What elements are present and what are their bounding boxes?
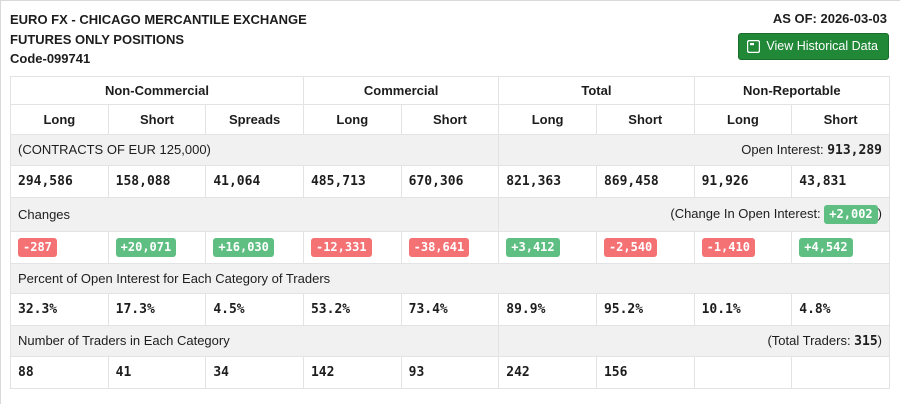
total-traders: (Total Traders: 315) xyxy=(498,324,890,357)
traders-noncomm-short: 41 xyxy=(107,355,207,389)
traders-comm-long: 142 xyxy=(302,355,402,389)
change-badge: -1,410 xyxy=(701,237,755,257)
change-badge: -12,331 xyxy=(310,237,372,257)
percent-comm-short: 73.4% xyxy=(400,292,500,326)
col-noncomm-long: Long xyxy=(10,103,109,135)
percent-nonrep-long: 10.1% xyxy=(693,292,793,326)
changes-label: Changes xyxy=(9,196,500,232)
change-total-short: -2,540 xyxy=(595,230,695,264)
positions-comm-long: 485,713 xyxy=(302,164,402,198)
column-header-row: Long Short Spreads Long Short Long Short… xyxy=(10,103,890,135)
historical-data-icon xyxy=(747,39,761,53)
traders-header-row: Number of Traders in Each Category (Tota… xyxy=(9,324,890,357)
change-in-open-interest: (Change In Open Interest: +2,002) xyxy=(498,196,890,232)
change-badge: -38,641 xyxy=(408,237,470,257)
changes-header-row: Changes (Change In Open Interest: +2,002… xyxy=(9,196,890,232)
group-non-reportable: Non-Reportable xyxy=(693,75,891,105)
col-total-long: Long xyxy=(498,103,597,135)
report-code: Code-099741 xyxy=(10,51,91,66)
change-comm-long: -12,331 xyxy=(302,230,402,264)
report-title-line1: EURO FX - CHICAGO MERCANTILE EXCHANGE xyxy=(10,12,307,27)
col-nonrep-short: Short xyxy=(791,103,890,135)
change-oi-value-badge: +2,002 xyxy=(824,204,878,224)
change-badge: +20,071 xyxy=(115,237,177,257)
positions-nonrep-short: 43,831 xyxy=(791,164,890,198)
percent-row: 32.3% 17.3% 4.5% 53.2% 73.4% 89.9% 95.2%… xyxy=(10,292,890,326)
positions-nonrep-long: 91,926 xyxy=(693,164,793,198)
change-noncomm-long: -287 xyxy=(10,230,109,264)
open-interest-label: Open Interest: xyxy=(741,141,828,157)
positions-total-long: 821,363 xyxy=(498,164,597,198)
col-total-short: Short xyxy=(595,103,695,135)
traders-nonrep-long xyxy=(693,355,793,389)
positions-noncomm-short: 158,088 xyxy=(107,164,207,198)
traders-label: Number of Traders in Each Category xyxy=(9,324,500,357)
open-interest-value: 913,289 xyxy=(827,142,882,158)
change-badge: -287 xyxy=(18,237,57,257)
traders-noncomm-long: 88 xyxy=(10,355,109,389)
change-badge: -2,540 xyxy=(603,237,658,257)
traders-noncomm-spreads: 34 xyxy=(205,355,304,389)
traders-nonrep-short xyxy=(791,355,890,389)
percent-noncomm-long: 32.3% xyxy=(10,292,109,326)
percent-noncomm-spreads: 4.5% xyxy=(205,292,304,326)
percent-noncomm-short: 17.3% xyxy=(107,292,207,326)
group-header-row: Non-Commercial Commercial Total Non-Repo… xyxy=(10,75,891,105)
change-badge: +16,030 xyxy=(213,237,274,257)
open-interest: Open Interest: 913,289 xyxy=(498,133,890,166)
contracts-label: (CONTRACTS OF EUR 125,000) xyxy=(9,133,500,166)
total-traders-suffix: ) xyxy=(877,332,882,348)
view-historical-data-button[interactable]: View Historical Data xyxy=(738,33,889,60)
change-noncomm-short: +20,071 xyxy=(107,230,207,264)
positions-row: 294,586 158,088 41,064 485,713 670,306 8… xyxy=(10,164,890,198)
group-total: Total xyxy=(498,75,695,105)
change-badge: +4,542 xyxy=(799,237,853,257)
report-title-block: EURO FX - CHICAGO MERCANTILE EXCHANGE FU… xyxy=(10,10,307,69)
change-total-long: +3,412 xyxy=(498,230,597,264)
traders-comm-short: 93 xyxy=(400,355,500,389)
change-oi-suffix: ) xyxy=(877,205,882,221)
changes-row: -287 +20,071 +16,030 -12,331 -38,641 +3,… xyxy=(10,230,890,264)
page-header: EURO FX - CHICAGO MERCANTILE EXCHANGE FU… xyxy=(1,1,900,71)
positions-total-short: 869,458 xyxy=(595,164,695,198)
percent-nonrep-short: 4.8% xyxy=(791,292,890,326)
as-of-date: AS OF: 2026-03-03 xyxy=(772,11,887,26)
percent-comm-long: 53.2% xyxy=(302,292,402,326)
change-nonrep-short: +4,542 xyxy=(791,230,890,264)
contracts-open-interest-row: (CONTRACTS OF EUR 125,000) Open Interest… xyxy=(9,133,890,166)
cot-table: Non-Commercial Commercial Total Non-Repo… xyxy=(9,75,891,389)
traders-total-long: 242 xyxy=(498,355,597,389)
col-noncomm-short: Short xyxy=(107,103,207,135)
col-comm-short: Short xyxy=(400,103,500,135)
header-right: AS OF: 2026-03-03 View Historical Data xyxy=(738,10,889,60)
change-nonrep-long: -1,410 xyxy=(693,230,793,264)
report-title-line2: FUTURES ONLY POSITIONS xyxy=(10,31,185,47)
col-nonrep-long: Long xyxy=(693,103,793,135)
traders-total-short: 156 xyxy=(595,355,695,389)
group-non-commercial: Non-Commercial xyxy=(10,75,304,105)
col-comm-long: Long xyxy=(302,103,402,135)
view-historical-data-label: View Historical Data xyxy=(766,39,878,53)
positions-noncomm-long: 294,586 xyxy=(10,164,109,198)
percent-header-row: Percent of Open Interest for Each Catego… xyxy=(10,262,890,294)
positions-comm-short: 670,306 xyxy=(400,164,500,198)
positions-noncomm-spreads: 41,064 xyxy=(205,164,304,198)
percent-total-short: 95.2% xyxy=(595,292,695,326)
traders-row: 88 41 34 142 93 242 156 xyxy=(10,355,890,389)
change-comm-short: -38,641 xyxy=(400,230,500,264)
percent-total-long: 89.9% xyxy=(498,292,597,326)
total-traders-prefix: (Total Traders: xyxy=(767,332,855,348)
total-traders-value: 315 xyxy=(854,333,878,349)
group-commercial: Commercial xyxy=(302,75,500,105)
col-noncomm-spreads: Spreads xyxy=(205,103,304,135)
percent-label: Percent of Open Interest for Each Catego… xyxy=(10,262,890,294)
change-oi-prefix: (Change In Open Interest: xyxy=(670,205,825,221)
change-noncomm-spreads: +16,030 xyxy=(205,230,304,264)
change-badge: +3,412 xyxy=(506,237,560,257)
